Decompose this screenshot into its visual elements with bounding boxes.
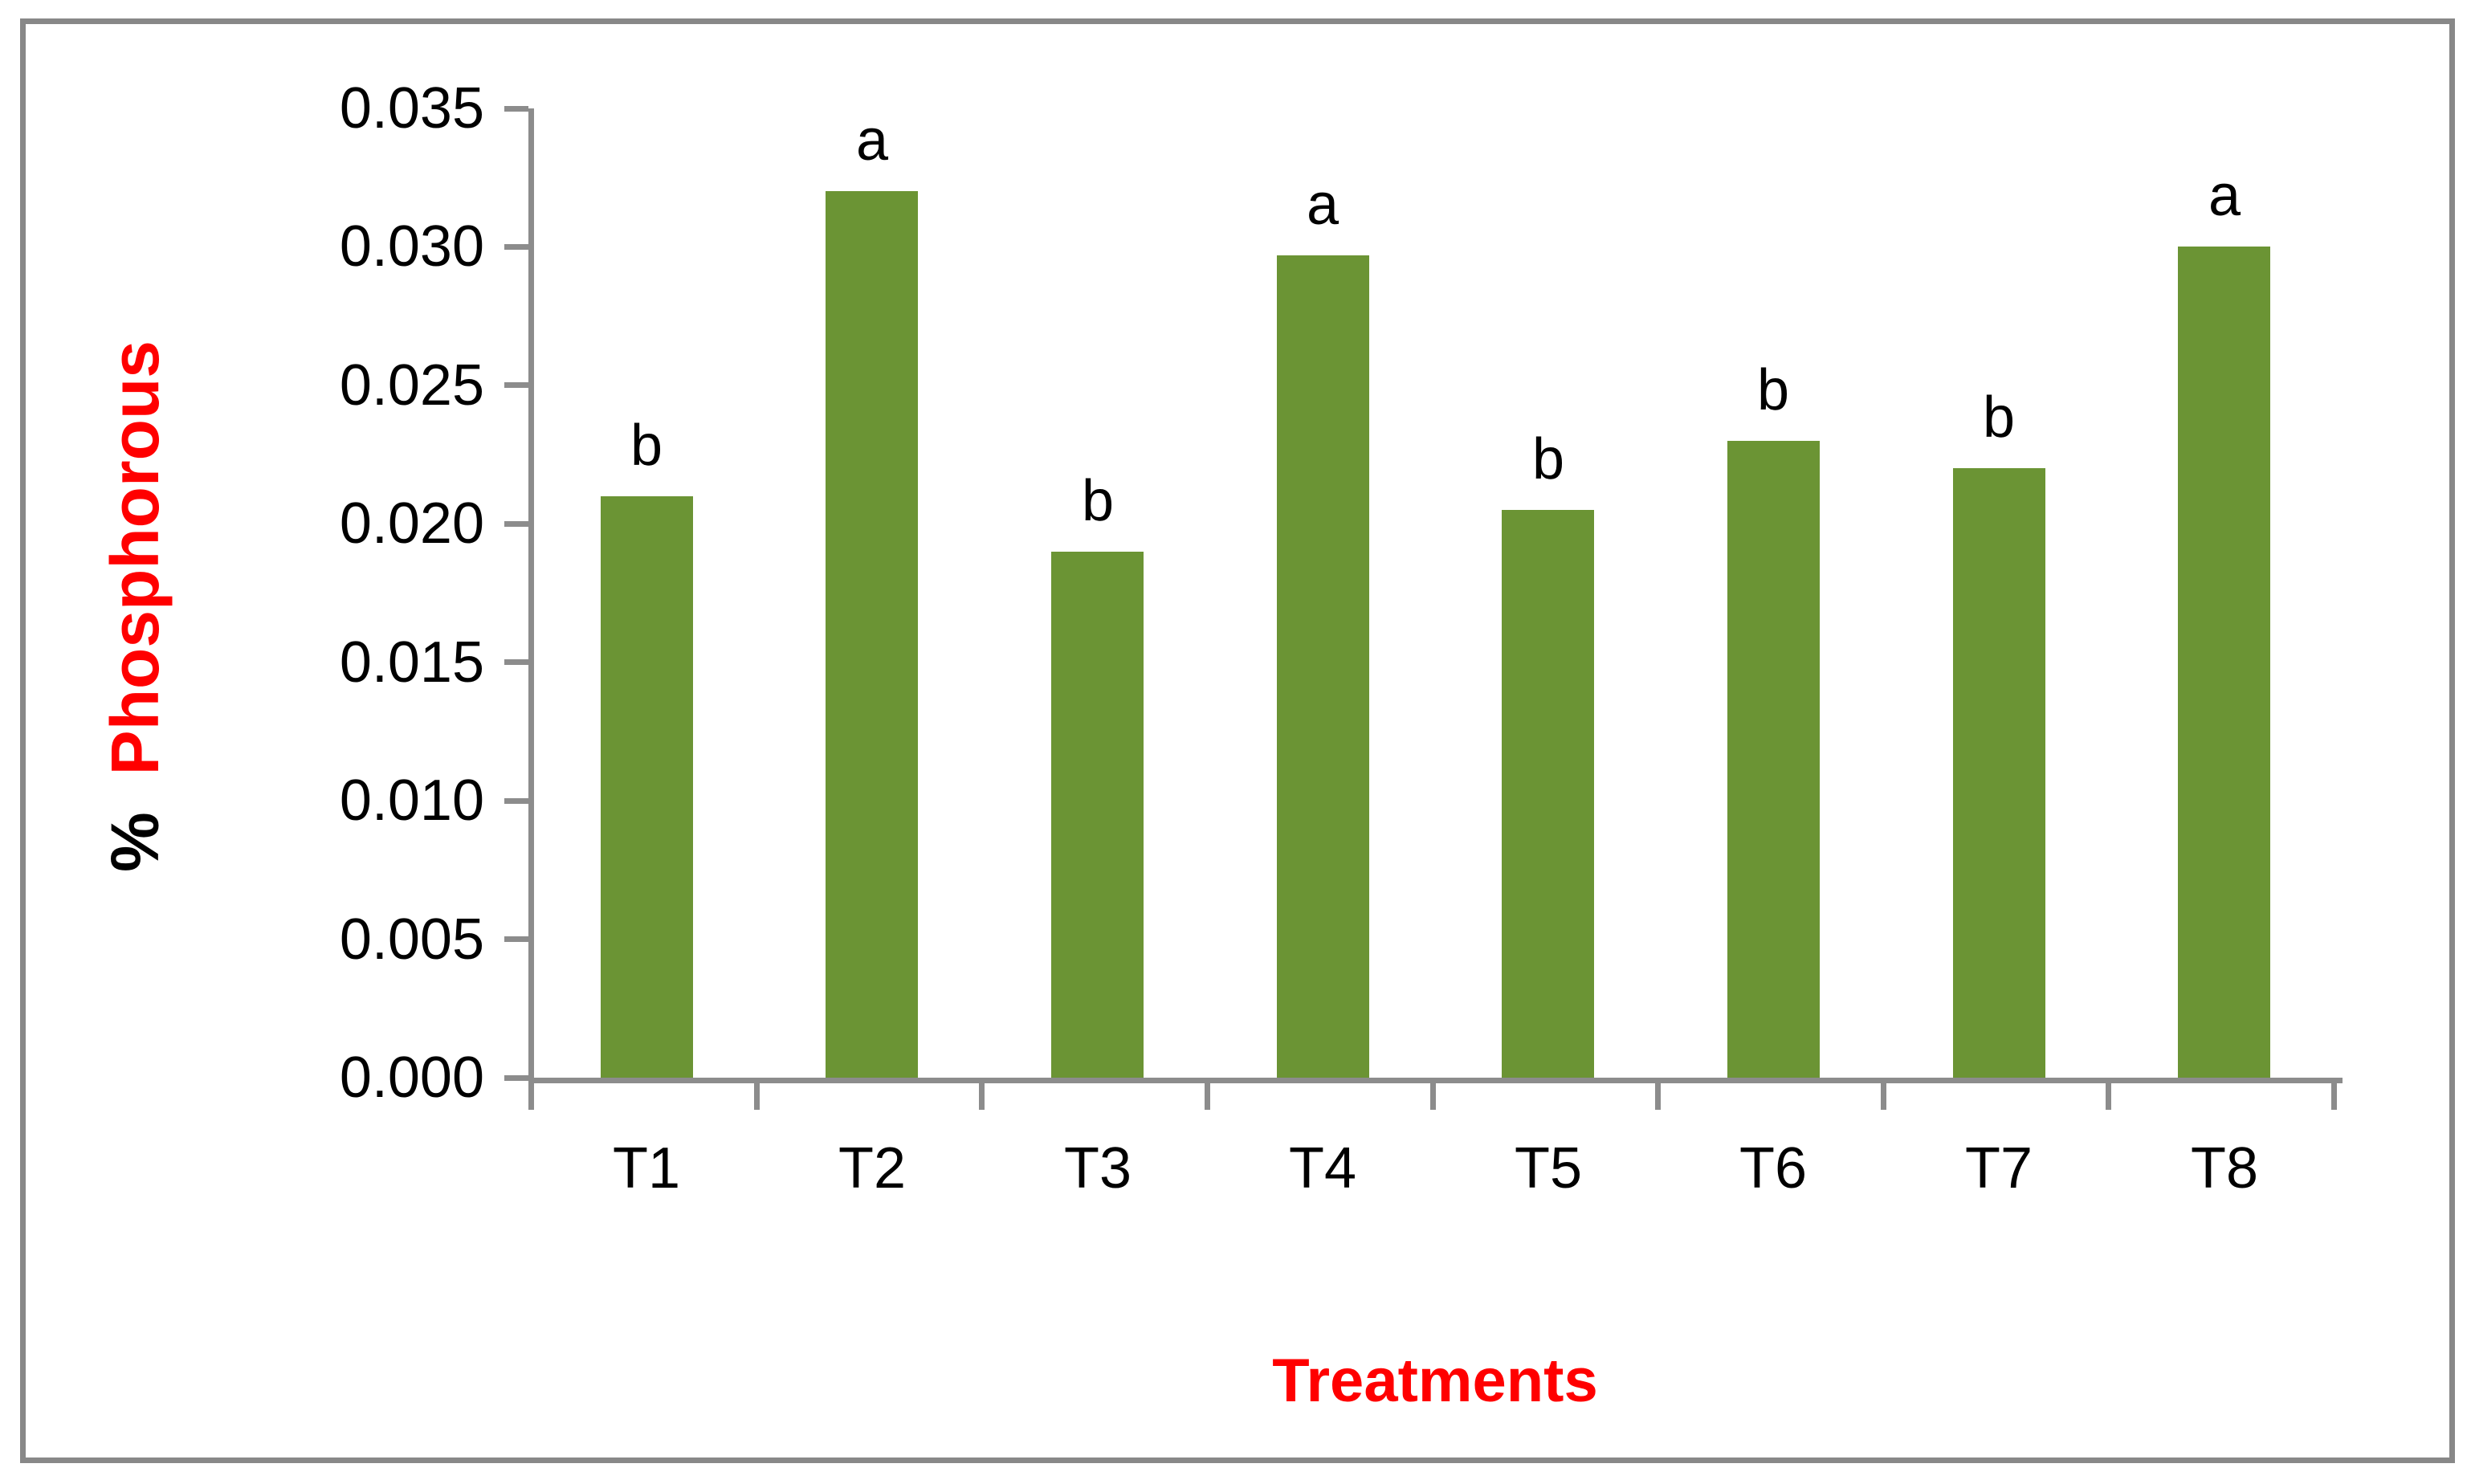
bar-letter-T8: a (2208, 164, 2241, 228)
x-axis-tick (1655, 1078, 1661, 1110)
x-tick-label-T8: T8 (2190, 1136, 2259, 1201)
y-axis-tick (504, 106, 528, 112)
y-axis-tick (504, 659, 528, 665)
y-tick-label: 0.015 (339, 630, 484, 695)
x-axis-tick (1881, 1078, 1886, 1110)
y-axis-tick (504, 382, 528, 388)
bar-letter-T5: b (1531, 427, 1565, 491)
bar-T5 (1502, 510, 1594, 1078)
x-tick-label-T7: T7 (1964, 1136, 2033, 1201)
y-axis-title-word: Phosphorous (97, 340, 173, 776)
bar-letter-T7: b (1982, 385, 2016, 450)
y-axis-tick (504, 798, 528, 804)
x-axis-tick (1430, 1078, 1436, 1110)
x-axis-title: Treatments (1272, 1347, 1598, 1415)
y-axis-title-percent-sign: % (97, 812, 173, 873)
x-tick-label-T1: T1 (612, 1136, 681, 1201)
x-axis-tick (528, 1078, 534, 1110)
x-axis-tick (979, 1078, 985, 1110)
bar-letter-T1: b (630, 414, 663, 478)
bar-letter-T6: b (1756, 358, 1790, 422)
bar-letter-T4: a (1306, 173, 1339, 237)
bar-T1 (601, 496, 693, 1078)
bar-T3 (1051, 552, 1144, 1078)
y-tick-label: 0.025 (339, 353, 484, 418)
y-tick-label: 0.010 (339, 768, 484, 833)
y-tick-label: 0.035 (339, 76, 484, 141)
x-axis-tick (754, 1078, 760, 1110)
figure-border (20, 18, 2455, 1463)
x-axis-tick (1205, 1078, 1210, 1110)
y-tick-label: 0.030 (339, 214, 484, 279)
y-axis-line (528, 108, 534, 1083)
y-tick-label: 0.005 (339, 907, 484, 972)
bar-T2 (826, 191, 918, 1078)
y-tick-label: 0.020 (339, 491, 484, 556)
bar-T6 (1727, 441, 1820, 1078)
x-tick-label-T3: T3 (1063, 1136, 1132, 1201)
x-tick-label-T2: T2 (838, 1136, 907, 1201)
x-axis-tick (2331, 1078, 2337, 1110)
y-axis-title: % Phosphorous (97, 340, 173, 873)
y-tick-label: 0.000 (339, 1046, 484, 1110)
bar-T4 (1277, 255, 1369, 1078)
x-axis-tick (2106, 1078, 2111, 1110)
bar-letter-T3: b (1081, 469, 1115, 533)
x-tick-label-T5: T5 (1514, 1136, 1583, 1201)
bar-T7 (1953, 468, 2045, 1078)
bar-T8 (2178, 247, 2270, 1078)
bar-letter-T2: a (855, 108, 889, 173)
x-tick-label-T4: T4 (1288, 1136, 1357, 1201)
y-axis-tick (504, 1075, 528, 1081)
y-axis-tick (504, 936, 528, 942)
y-axis-tick (504, 521, 528, 527)
y-axis-tick (504, 244, 528, 250)
x-tick-label-T6: T6 (1739, 1136, 1808, 1201)
